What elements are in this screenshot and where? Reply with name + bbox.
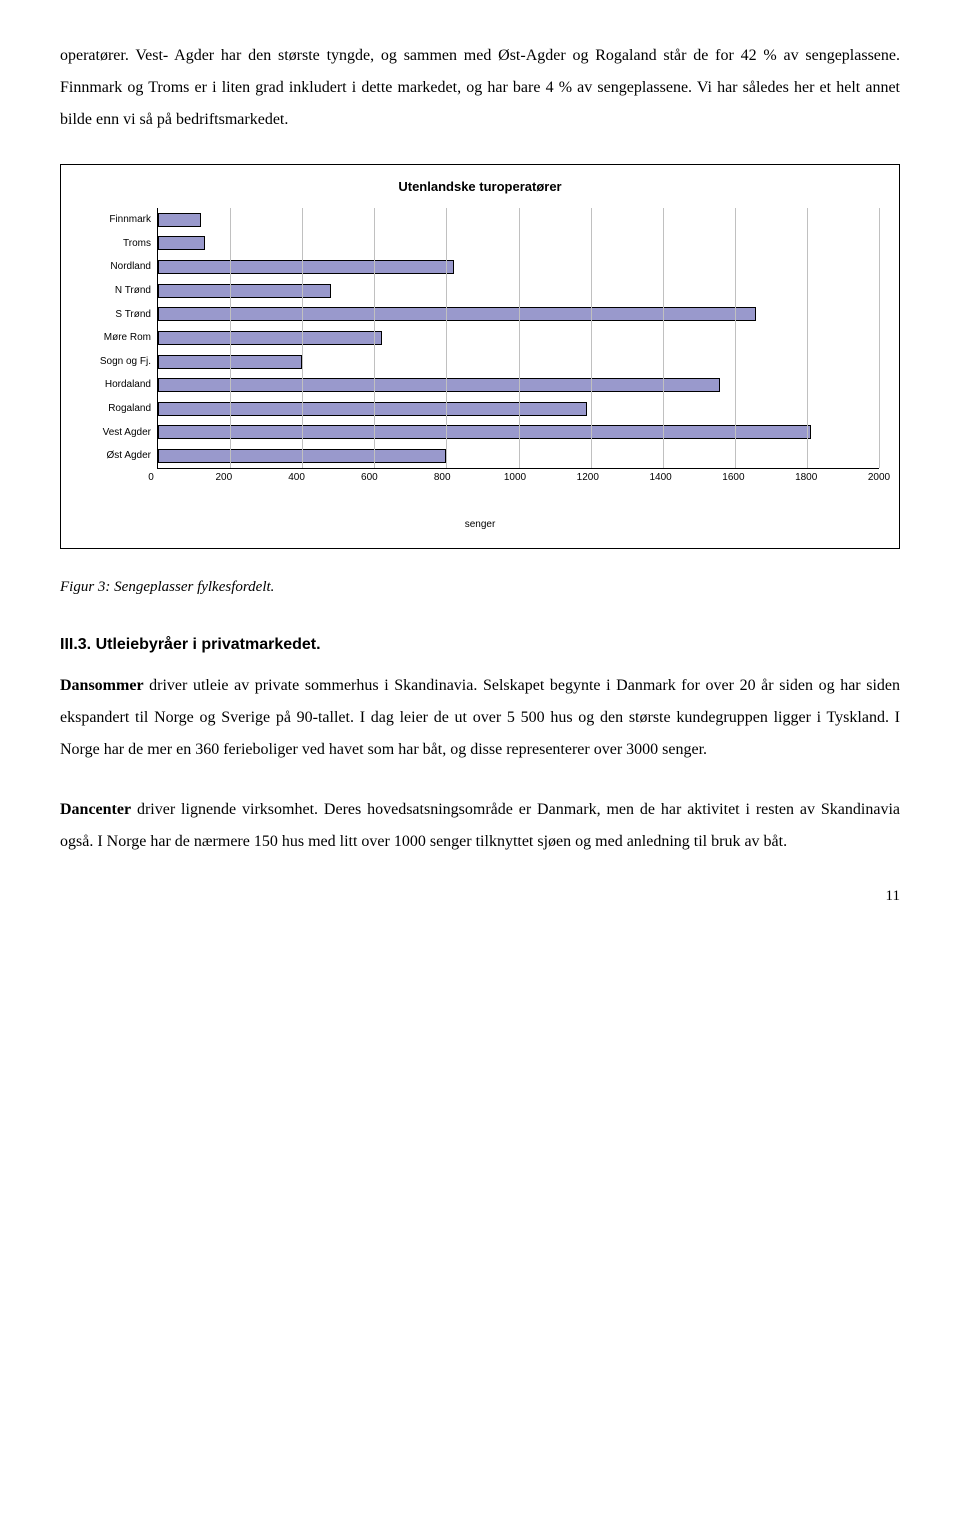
chart-bar [158, 236, 205, 250]
section-paragraph-1: Dansommer driver utleie av private somme… [60, 670, 900, 766]
chart-category-label: S Trønd [81, 303, 151, 327]
chart-x-tick: 1400 [649, 472, 671, 483]
chart-x-tick: 800 [434, 472, 451, 483]
section-paragraph-2: Dancenter driver lignende virksomhet. De… [60, 794, 900, 858]
chart-gridline [663, 208, 664, 468]
chart-x-tick: 600 [361, 472, 378, 483]
dansommer-label: Dansommer [60, 677, 144, 694]
chart-category-label: Vest Agder [81, 421, 151, 445]
chart-gridline [519, 208, 520, 468]
chart-category-label: Finnmark [81, 208, 151, 232]
chart-bar [158, 425, 811, 439]
chart-x-tick: 400 [288, 472, 305, 483]
chart-gridline [302, 208, 303, 468]
chart-x-tick: 0 [148, 472, 154, 483]
chart-x-tick: 1600 [722, 472, 744, 483]
chart-bar [158, 260, 454, 274]
chart-gridline [230, 208, 231, 468]
chart-container: Utenlandske turoperatører FinnmarkTromsN… [60, 164, 900, 549]
intro-paragraph: operatører. Vest- Agder har den største … [60, 40, 900, 136]
section-heading: III.3. Utleiebyråer i privatmarkedet. [60, 636, 900, 654]
chart-x-tick: 1800 [795, 472, 817, 483]
page-number: 11 [60, 888, 900, 905]
chart-bar [158, 331, 382, 345]
chart-category-label: N Trønd [81, 279, 151, 303]
chart-x-tick: 1200 [577, 472, 599, 483]
chart-x-tick: 200 [215, 472, 232, 483]
chart-bar [158, 213, 201, 227]
chart-category-label: Nordland [81, 255, 151, 279]
chart-gridline [374, 208, 375, 468]
chart-x-tick: 1000 [504, 472, 526, 483]
chart-plot-area [157, 208, 879, 469]
chart-gridline [591, 208, 592, 468]
dansommer-text: driver utleie av private sommerhus i Ska… [60, 677, 900, 758]
chart-bar [158, 307, 756, 321]
chart-bar [158, 402, 587, 416]
chart-bar [158, 284, 331, 298]
chart-gridline [735, 208, 736, 468]
chart-y-labels: FinnmarkTromsNordlandN TrøndS TrøndMøre … [81, 208, 157, 468]
intro-text: operatører. Vest- Agder har den største … [60, 47, 900, 128]
chart-x-ticks: 0200400600800100012001400160018002000 [151, 469, 879, 483]
chart-x-label: senger [81, 519, 879, 530]
chart-category-label: Troms [81, 232, 151, 256]
chart-category-label: Rogaland [81, 397, 151, 421]
chart-x-tick: 2000 [868, 472, 890, 483]
figure-caption: Figur 3: Sengeplasser fylkesfordelt. [60, 579, 900, 596]
chart-category-label: Møre Rom [81, 326, 151, 350]
chart-gridline [879, 208, 880, 468]
chart-category-label: Hordaland [81, 373, 151, 397]
chart-bar [158, 378, 720, 392]
chart-category-label: Sogn og Fj. [81, 350, 151, 374]
chart-gridline [807, 208, 808, 468]
dancenter-label: Dancenter [60, 801, 131, 818]
chart-gridline [446, 208, 447, 468]
chart-category-label: Øst Agder [81, 444, 151, 468]
dancenter-text: driver lignende virksomhet. Deres hoveds… [60, 801, 900, 850]
chart-title: Utenlandske turoperatører [81, 179, 879, 194]
